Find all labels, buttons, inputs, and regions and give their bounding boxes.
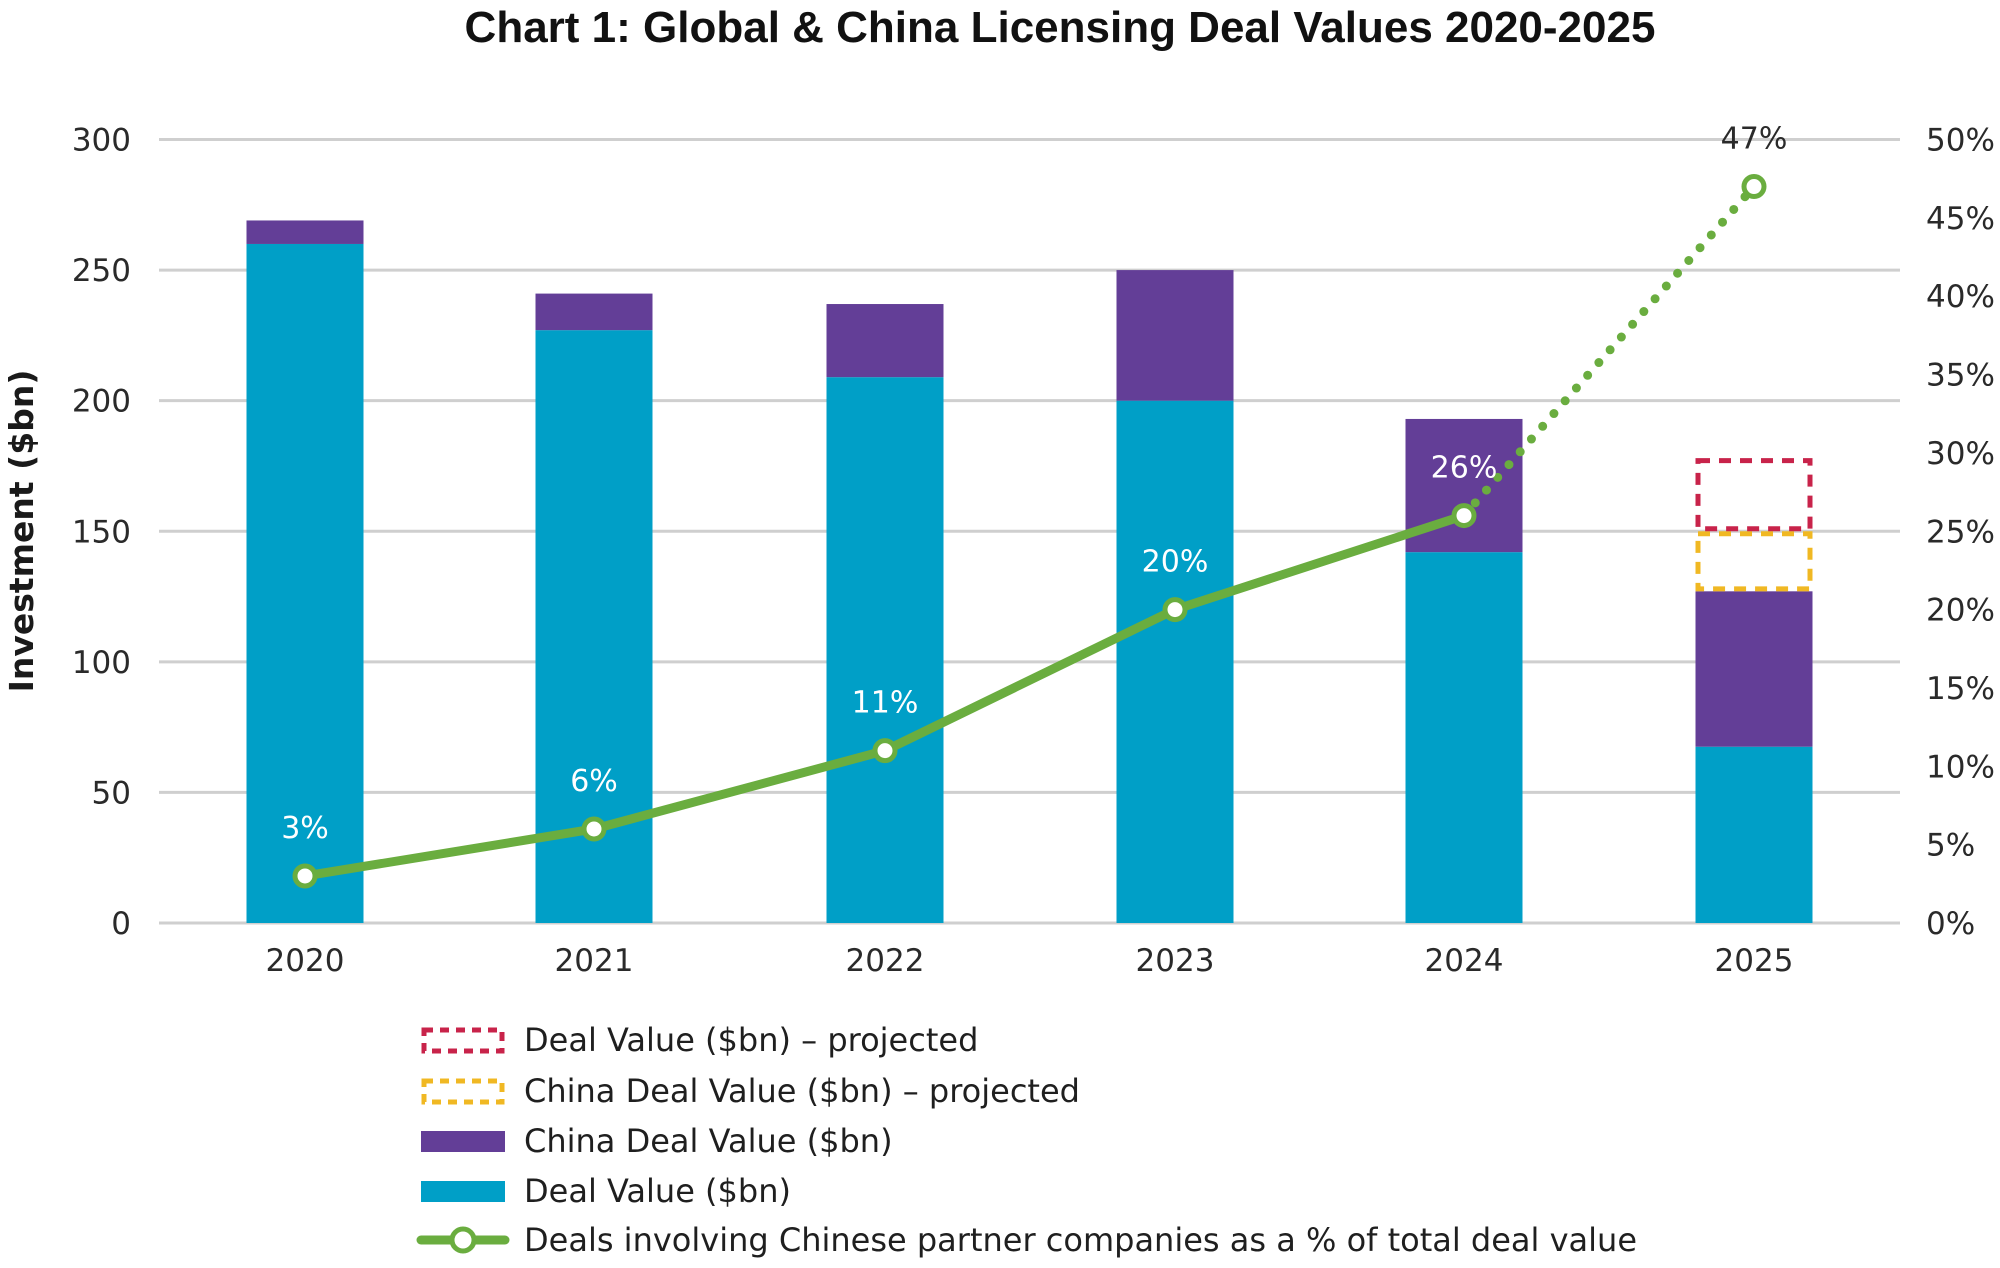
data-label: 11% — [852, 686, 919, 721]
right-tick-label: 35% — [1926, 358, 1995, 394]
line-projected — [1459, 182, 1759, 521]
bar-segment — [246, 220, 364, 244]
line-marker — [292, 863, 318, 889]
right-tick-label: 45% — [1926, 201, 1995, 237]
bar-segment — [246, 243, 364, 923]
legend-item: China Deal Value ($bn) — [421, 1122, 893, 1160]
right-tick-label: 15% — [1926, 671, 1995, 707]
line-marker — [1162, 597, 1188, 623]
line-marker — [581, 816, 607, 842]
legend: Deal Value ($bn) – projected China Deal V… — [416, 1021, 1637, 1259]
x-tick-label: 2025 — [1715, 943, 1794, 979]
right-tick-label: 0% — [1926, 906, 1975, 942]
data-label: 6% — [570, 764, 618, 799]
x-tick-label: 2020 — [266, 943, 345, 979]
y-axis-title: Investment ($bn) — [2, 370, 41, 693]
legend-label: Deal Value ($bn) – projected — [524, 1021, 978, 1059]
x-tick-label: 2021 — [555, 943, 634, 979]
legend-item: Deal Value ($bn) – projected — [421, 1021, 978, 1059]
left-tick-label: 250 — [72, 253, 131, 289]
bar-segment — [1695, 591, 1813, 747]
x-tick-label: 2022 — [846, 943, 925, 979]
percent-line: 3% 6% 11% 20% 26% 47% — [281, 122, 1788, 889]
right-tick-label: 40% — [1926, 279, 1995, 315]
left-tick-label: 100 — [72, 645, 131, 681]
bar-segment — [826, 304, 944, 378]
line-marker — [872, 738, 898, 764]
bar-stack-2023 — [1116, 270, 1234, 924]
data-label: 47% — [1721, 122, 1788, 157]
gridlines — [159, 138, 1900, 925]
bar-stack-2022 — [826, 304, 944, 924]
x-axis-ticks: 2020 2021 2022 2023 2024 2025 — [266, 943, 1794, 979]
bar-segment — [1405, 552, 1523, 923]
legend-swatch — [421, 1131, 505, 1152]
legend-item: Deals involving Chinese partner companie… — [416, 1221, 1637, 1259]
bar-stack-2025 — [1695, 458, 1813, 923]
legend-label: Deals involving Chinese partner companie… — [524, 1221, 1637, 1259]
bar-stack-2020 — [246, 220, 364, 923]
legend-swatch-dashed — [421, 1027, 505, 1054]
legend-swatch — [421, 1181, 505, 1202]
line-marker — [1451, 503, 1477, 529]
left-tick-label: 0 — [111, 906, 131, 942]
x-tick-label: 2024 — [1425, 943, 1504, 979]
projected-bar-segment — [1695, 458, 1813, 532]
legend-label: Deal Value ($bn) — [524, 1172, 791, 1210]
right-tick-label: 25% — [1926, 514, 1995, 550]
right-axis-ticks: 0% 5% 10% 15% 20% 25% 30% 35% 40% 45% 50% — [1926, 123, 1995, 943]
line-marker — [1741, 174, 1767, 200]
left-tick-label: 300 — [72, 123, 131, 159]
right-tick-label: 50% — [1926, 123, 1995, 159]
left-tick-label: 50 — [92, 775, 131, 811]
bar-segment — [826, 377, 944, 924]
bar-segment — [1116, 400, 1234, 924]
bar-segment — [535, 293, 653, 331]
projected-bar-segment — [1695, 531, 1813, 592]
chart-title: Chart 1: Global & China Licensing Deal V… — [465, 3, 1656, 52]
right-tick-label: 5% — [1926, 828, 1975, 864]
bar-stack-2024 — [1405, 418, 1523, 923]
legend-label: China Deal Value ($bn) – projected — [524, 1072, 1080, 1110]
right-tick-label: 10% — [1926, 749, 1995, 785]
right-tick-label: 30% — [1926, 436, 1995, 472]
data-label: 26% — [1431, 451, 1498, 486]
legend-item: China Deal Value ($bn) – projected — [421, 1072, 1080, 1110]
bars — [246, 220, 1813, 924]
legend-label: China Deal Value ($bn) — [524, 1122, 893, 1160]
legend-swatch-dashed — [421, 1078, 505, 1105]
data-label: 20% — [1142, 545, 1209, 580]
left-tick-label: 200 — [72, 384, 131, 420]
bar-segment — [1116, 270, 1234, 401]
left-tick-label: 150 — [72, 514, 131, 550]
legend-item: Deal Value ($bn) — [421, 1172, 791, 1210]
x-tick-label: 2023 — [1136, 943, 1215, 979]
legend-swatch-marker — [449, 1226, 477, 1254]
data-label: 3% — [281, 811, 329, 846]
right-tick-label: 20% — [1926, 593, 1995, 629]
left-axis-ticks: 0 50 100 150 200 250 300 — [72, 123, 131, 943]
bar-segment — [1695, 746, 1813, 923]
